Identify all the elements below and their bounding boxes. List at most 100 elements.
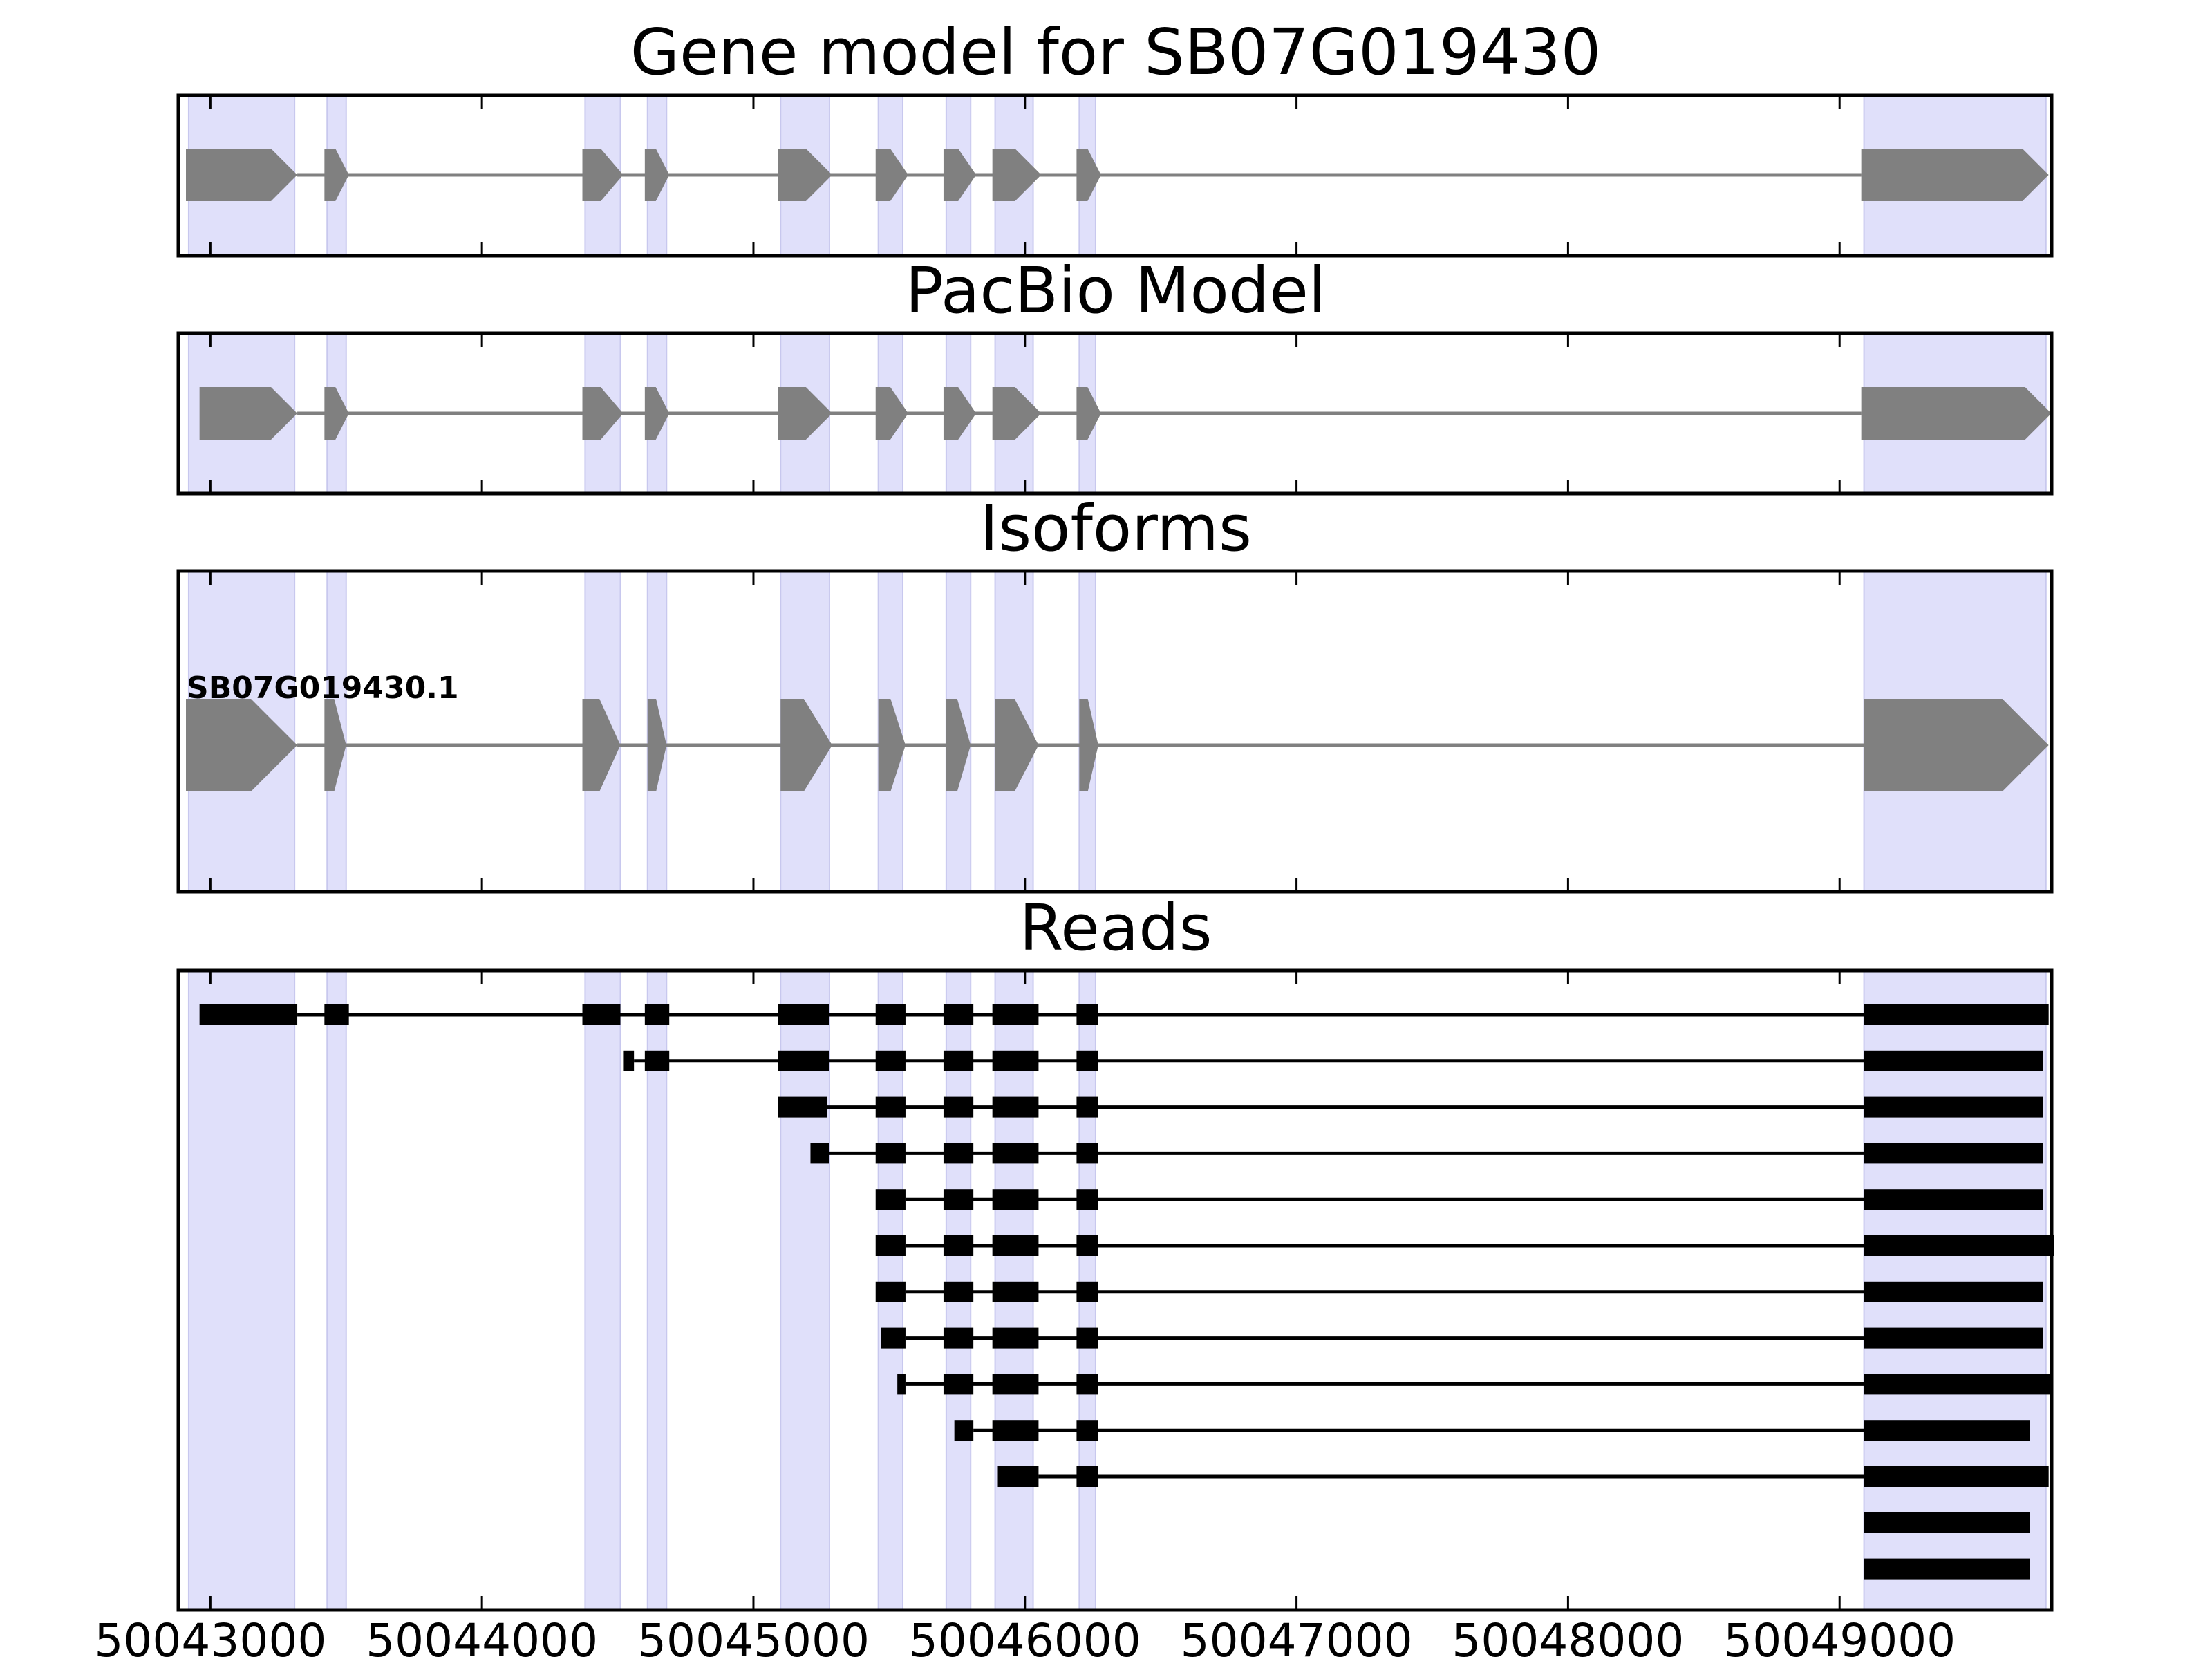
read-block-1-1 xyxy=(644,1050,670,1071)
read-block-10-2 xyxy=(1864,1466,2049,1487)
read-block-0-1 xyxy=(324,1004,349,1025)
isoforms-title: Isoforms xyxy=(980,491,1252,565)
read-block-8-1 xyxy=(943,1374,974,1395)
exon-p0-3 xyxy=(644,149,670,201)
exon-p1-4 xyxy=(778,387,832,440)
exon-p0-7 xyxy=(992,149,1042,201)
panel-frame-0 xyxy=(176,93,2054,258)
highlight-region-p3-0 xyxy=(187,970,296,1611)
read-block-7-0 xyxy=(881,1327,906,1349)
read-block-7-1 xyxy=(943,1327,974,1349)
read-block-10-1 xyxy=(1076,1466,1098,1487)
read-block-6-0 xyxy=(875,1281,906,1302)
exon-p2-0 xyxy=(185,699,298,791)
read-block-5-2 xyxy=(992,1235,1039,1256)
exon-p2-4 xyxy=(780,699,832,791)
x-tick-label-0: 50043000 xyxy=(94,1614,326,1659)
x-tick-label-4: 50047000 xyxy=(1181,1614,1413,1659)
read-block-1-3 xyxy=(875,1050,906,1071)
gene-model-title: Gene model for SB07G019430 xyxy=(630,15,1602,89)
exon-p2-7 xyxy=(995,699,1039,791)
read-block-1-4 xyxy=(943,1050,974,1071)
read-block-1-6 xyxy=(1076,1050,1098,1071)
exon-p0-4 xyxy=(778,149,832,201)
exon-p2-6 xyxy=(946,699,971,791)
pacbio-model-title: PacBio Model xyxy=(906,254,1327,328)
highlight-region-p3-2 xyxy=(584,970,621,1611)
panel-frame-2 xyxy=(176,569,2054,894)
read-block-5-3 xyxy=(1076,1235,1098,1256)
isoform-label-0: SB07G019430.1 xyxy=(187,671,459,706)
exon-p0-0 xyxy=(185,149,298,201)
exon-p2-5 xyxy=(878,699,906,791)
read-block-5-0 xyxy=(875,1235,906,1256)
read-block-8-2 xyxy=(992,1374,1039,1395)
read-block-3-5 xyxy=(1864,1143,2043,1164)
read-block-0-3 xyxy=(644,1004,670,1025)
read-block-3-3 xyxy=(992,1143,1039,1164)
read-block-3-0 xyxy=(810,1143,830,1164)
read-block-9-2 xyxy=(1076,1420,1098,1441)
read-block-1-2 xyxy=(778,1050,830,1071)
highlight-region-p3-1 xyxy=(326,970,347,1611)
panel-frame-3 xyxy=(176,968,2054,1612)
exon-p0-8 xyxy=(1076,149,1101,201)
read-block-7-3 xyxy=(1076,1327,1098,1349)
read-block-3-1 xyxy=(875,1143,906,1164)
read-block-9-1 xyxy=(992,1420,1039,1441)
read-block-3-4 xyxy=(1076,1143,1098,1164)
read-block-0-2 xyxy=(582,1004,621,1025)
read-block-0-8 xyxy=(1076,1004,1098,1025)
read-block-0-5 xyxy=(875,1004,906,1025)
highlight-region-p3-4 xyxy=(780,970,830,1611)
read-block-1-5 xyxy=(992,1050,1039,1071)
read-block-4-3 xyxy=(1076,1189,1098,1210)
read-block-8-0 xyxy=(897,1374,906,1395)
read-block-2-2 xyxy=(943,1096,974,1118)
read-block-8-4 xyxy=(1864,1374,2052,1395)
exon-p2-8 xyxy=(1079,699,1098,791)
read-block-2-0 xyxy=(778,1096,827,1118)
x-tick-label-3: 50046000 xyxy=(909,1614,1141,1659)
exon-p2-2 xyxy=(582,699,621,791)
read-block-11-0 xyxy=(1864,1512,2030,1533)
read-block-6-4 xyxy=(1864,1281,2043,1302)
plot-layer: SB07G019430.1 50043000 50044000 50045000 500… xyxy=(94,93,2054,1659)
read-block-0-6 xyxy=(943,1004,974,1025)
read-block-6-2 xyxy=(992,1281,1039,1302)
read-block-12-0 xyxy=(1864,1558,2030,1580)
x-tick-label-6: 50049000 xyxy=(1723,1614,1956,1659)
read-block-5-4 xyxy=(1864,1235,2054,1256)
exon-p0-9 xyxy=(1861,149,2049,201)
read-block-7-2 xyxy=(992,1327,1039,1349)
read-block-1-7 xyxy=(1864,1050,2043,1071)
exon-p1-7 xyxy=(992,387,1042,440)
x-tick-label-1: 50044000 xyxy=(366,1614,598,1659)
read-block-2-1 xyxy=(875,1096,906,1118)
exon-p1-9 xyxy=(1861,387,2052,440)
panel-frame-1 xyxy=(176,331,2054,496)
read-block-4-4 xyxy=(1864,1189,2043,1210)
exon-p2-1 xyxy=(324,699,346,791)
read-block-9-3 xyxy=(1864,1420,2030,1441)
read-block-9-0 xyxy=(954,1420,974,1441)
read-block-0-4 xyxy=(778,1004,830,1025)
exon-p1-3 xyxy=(644,387,670,440)
exon-p2-3 xyxy=(647,699,667,791)
exon-p1-6 xyxy=(943,387,977,440)
read-block-6-3 xyxy=(1076,1281,1098,1302)
x-tick-label-2: 50045000 xyxy=(637,1614,870,1659)
read-block-2-3 xyxy=(992,1096,1039,1118)
read-block-8-3 xyxy=(1076,1374,1098,1395)
exon-p0-6 xyxy=(943,149,977,201)
reads-title: Reads xyxy=(1019,891,1212,965)
x-tick-label-5: 50048000 xyxy=(1452,1614,1684,1659)
read-block-4-1 xyxy=(943,1189,974,1210)
exon-p1-1 xyxy=(324,387,349,440)
exon-p2-9 xyxy=(1864,699,2049,791)
read-block-5-1 xyxy=(943,1235,974,1256)
read-block-0-7 xyxy=(992,1004,1039,1025)
exon-p1-8 xyxy=(1076,387,1101,440)
read-block-4-2 xyxy=(992,1189,1039,1210)
